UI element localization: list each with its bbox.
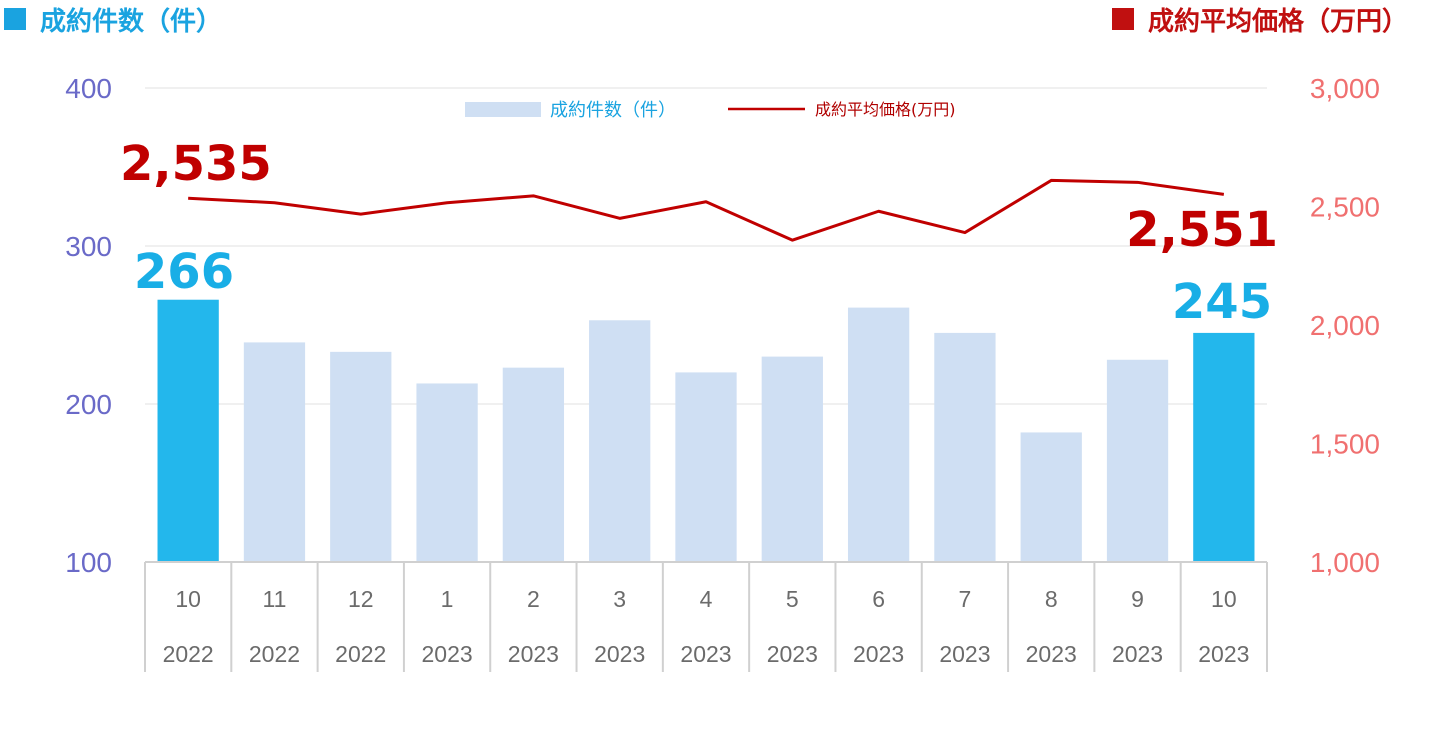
bar bbox=[1193, 332, 1255, 562]
x-tick-year: 2022 bbox=[335, 641, 386, 667]
line-last-value-label: 2,551 bbox=[1126, 202, 1278, 258]
bar-last-value-label: 245 bbox=[1172, 274, 1272, 330]
bar-first-value-label: 266 bbox=[134, 244, 234, 300]
x-tick-month: 9 bbox=[1131, 586, 1144, 612]
x-tick-year: 2023 bbox=[421, 641, 472, 667]
legend-bar-label: 成約件数（件） bbox=[550, 100, 676, 121]
x-tick-month: 11 bbox=[263, 586, 287, 612]
legend-bar-swatch bbox=[465, 102, 541, 117]
x-tick-month: 5 bbox=[786, 586, 799, 612]
bar bbox=[502, 367, 565, 562]
bar bbox=[243, 342, 306, 562]
price-line-path bbox=[188, 178, 1225, 242]
x-tick-month: 2 bbox=[527, 586, 540, 612]
right-y-tick-label: 1,000 bbox=[1310, 547, 1380, 578]
right-y-axis: 1,000 1,500 2,000 2,500 3,000 bbox=[1310, 73, 1380, 578]
legend-line-label: 成約平均価格(万円) bbox=[815, 100, 956, 119]
x-tick-year: 2023 bbox=[1112, 641, 1163, 667]
x-tick-month: 7 bbox=[959, 586, 972, 612]
x-tick-year: 2023 bbox=[939, 641, 990, 667]
x-tick-month: 10 bbox=[1211, 586, 1237, 612]
x-tick-year: 2023 bbox=[680, 641, 731, 667]
bar bbox=[934, 332, 996, 562]
gridlines bbox=[145, 87, 1267, 405]
x-tick-month: 3 bbox=[613, 586, 626, 612]
bar bbox=[1106, 359, 1169, 562]
bar bbox=[761, 356, 823, 562]
x-tick-month: 6 bbox=[872, 586, 885, 612]
x-tick-month: 10 bbox=[175, 586, 201, 612]
left-axis-title: 成約件数（件） bbox=[40, 6, 222, 37]
x-tick-year: 2023 bbox=[508, 641, 559, 667]
right-title-square-icon bbox=[1112, 8, 1134, 30]
right-y-tick-label: 1,500 bbox=[1310, 429, 1380, 460]
left-y-tick-label: 100 bbox=[65, 547, 112, 578]
right-y-tick-label: 2,500 bbox=[1310, 192, 1380, 223]
x-tick-year: 2023 bbox=[1198, 641, 1249, 667]
x-axis: 10 2022 11 2022 12 2022 1 2023 2 2023 3 2023 4 2023 5 2… bbox=[144, 561, 1268, 672]
left-y-axis: 100 200 300 400 bbox=[65, 73, 112, 578]
x-tick-month: 1 bbox=[441, 586, 454, 612]
x-tick-year: 2023 bbox=[594, 641, 645, 667]
x-tick-year: 2022 bbox=[249, 641, 300, 667]
bar bbox=[675, 372, 737, 562]
right-axis-title: 成約平均価格（万円） bbox=[1148, 6, 1408, 37]
bar bbox=[1020, 432, 1082, 562]
x-tick-month: 4 bbox=[700, 586, 713, 612]
bar bbox=[847, 307, 910, 562]
line-first-value-label: 2,535 bbox=[120, 136, 272, 192]
x-tick-year: 2023 bbox=[1026, 641, 1077, 667]
price-line bbox=[188, 178, 1225, 242]
left-y-tick-label: 300 bbox=[65, 231, 112, 262]
bar bbox=[330, 351, 392, 562]
x-tick-year: 2023 bbox=[853, 641, 904, 667]
bars bbox=[157, 299, 1255, 562]
left-y-tick-label: 400 bbox=[65, 73, 112, 104]
right-y-tick-label: 3,000 bbox=[1310, 73, 1380, 104]
left-y-tick-label: 200 bbox=[65, 389, 112, 420]
left-title-square-icon bbox=[4, 8, 26, 30]
bar bbox=[157, 299, 219, 562]
bar bbox=[589, 320, 651, 562]
x-tick-month: 8 bbox=[1045, 586, 1058, 612]
bar bbox=[416, 383, 478, 562]
right-y-tick-label: 2,000 bbox=[1310, 310, 1380, 341]
x-tick-month: 12 bbox=[348, 586, 374, 612]
x-tick-year: 2023 bbox=[767, 641, 818, 667]
x-tick-year: 2022 bbox=[163, 641, 214, 667]
